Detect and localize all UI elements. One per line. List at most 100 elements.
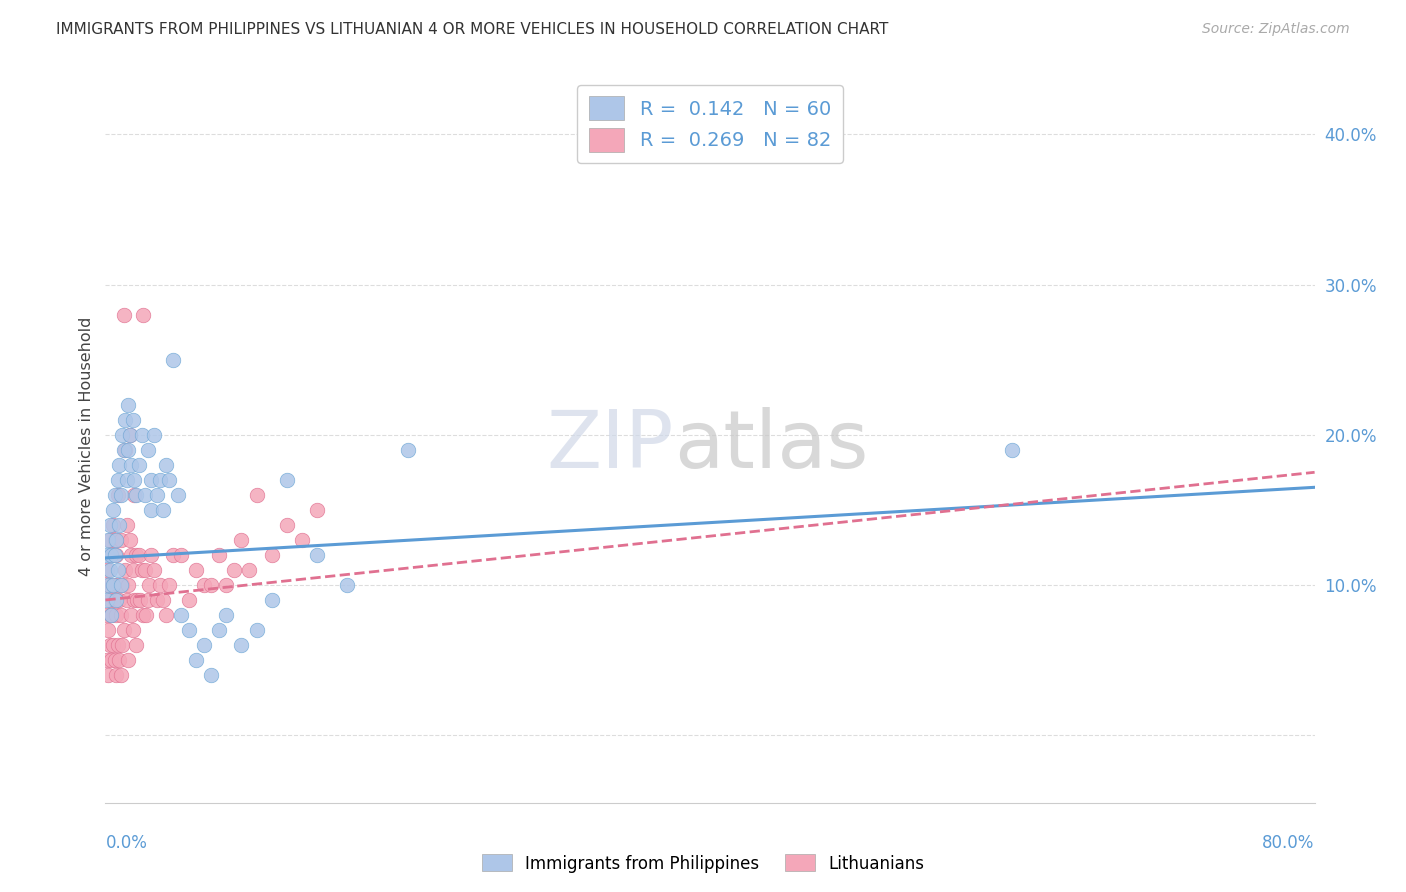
Point xyxy=(97,623,120,637)
Point xyxy=(128,458,150,472)
Point xyxy=(117,653,139,667)
Point xyxy=(100,607,122,622)
Point xyxy=(121,623,143,637)
Text: atlas: atlas xyxy=(673,407,868,485)
Point xyxy=(97,578,120,592)
Point xyxy=(215,578,238,592)
Point xyxy=(162,352,184,367)
Point xyxy=(142,563,165,577)
Text: IMMIGRANTS FROM PHILIPPINES VS LITHUANIAN 4 OR MORE VEHICLES IN HOUSEHOLD CORREL: IMMIGRANTS FROM PHILIPPINES VS LITHUANIA… xyxy=(56,22,889,37)
Point xyxy=(118,533,141,547)
Point xyxy=(114,442,136,457)
Point xyxy=(121,563,143,577)
Point xyxy=(186,563,208,577)
Point xyxy=(112,442,135,457)
Point xyxy=(208,548,231,562)
Point xyxy=(1001,442,1024,457)
Point xyxy=(146,488,169,502)
Point xyxy=(103,533,125,547)
Point xyxy=(110,668,132,682)
Point xyxy=(260,593,283,607)
Point xyxy=(107,638,129,652)
Point xyxy=(260,548,283,562)
Point xyxy=(200,578,222,592)
Point xyxy=(246,623,269,637)
Point xyxy=(291,533,314,547)
Legend: R =  0.142   N = 60, R =  0.269   N = 82: R = 0.142 N = 60, R = 0.269 N = 82 xyxy=(578,85,842,163)
Point xyxy=(112,623,135,637)
Point xyxy=(134,563,156,577)
Point xyxy=(101,578,124,592)
Point xyxy=(120,548,142,562)
Point xyxy=(115,593,138,607)
Text: ZIP: ZIP xyxy=(547,407,673,485)
Point xyxy=(101,578,124,592)
Point xyxy=(114,563,136,577)
Point xyxy=(100,653,122,667)
Point xyxy=(100,607,122,622)
Point xyxy=(124,548,148,562)
Point xyxy=(193,578,215,592)
Point xyxy=(114,413,136,427)
Point xyxy=(307,548,329,562)
Point xyxy=(101,503,124,517)
Point xyxy=(96,563,118,577)
Point xyxy=(170,607,193,622)
Point xyxy=(136,442,159,457)
Point xyxy=(111,578,134,592)
Point xyxy=(215,607,238,622)
Point xyxy=(122,473,145,487)
Point xyxy=(222,563,245,577)
Point xyxy=(105,607,128,622)
Point xyxy=(117,398,139,412)
Point xyxy=(101,517,124,532)
Point xyxy=(96,607,118,622)
Point xyxy=(118,427,141,442)
Point xyxy=(231,638,253,652)
Point xyxy=(122,488,145,502)
Point xyxy=(108,458,131,472)
Point xyxy=(307,503,329,517)
Point xyxy=(107,488,129,502)
Point xyxy=(132,308,155,322)
Point xyxy=(138,578,160,592)
Point xyxy=(112,308,135,322)
Point xyxy=(167,488,190,502)
Point xyxy=(98,517,121,532)
Point xyxy=(170,548,193,562)
Point xyxy=(128,548,150,562)
Point xyxy=(96,593,118,607)
Point xyxy=(107,473,129,487)
Point xyxy=(246,488,269,502)
Point xyxy=(208,623,231,637)
Point xyxy=(155,607,177,622)
Point xyxy=(100,548,122,562)
Legend: Immigrants from Philippines, Lithuanians: Immigrants from Philippines, Lithuanians xyxy=(475,847,931,880)
Point xyxy=(108,593,131,607)
Point xyxy=(134,488,156,502)
Point xyxy=(105,533,128,547)
Point xyxy=(115,517,138,532)
Point xyxy=(100,548,122,562)
Text: Source: ZipAtlas.com: Source: ZipAtlas.com xyxy=(1202,22,1350,37)
Point xyxy=(231,533,253,547)
Point xyxy=(108,653,131,667)
Point xyxy=(139,473,162,487)
Point xyxy=(97,578,120,592)
Point xyxy=(117,578,139,592)
Point xyxy=(139,548,162,562)
Point xyxy=(110,607,132,622)
Point xyxy=(124,638,148,652)
Point xyxy=(200,668,222,682)
Point xyxy=(162,548,184,562)
Point xyxy=(276,473,298,487)
Point xyxy=(146,593,169,607)
Point xyxy=(103,593,125,607)
Point xyxy=(149,578,172,592)
Point xyxy=(110,533,132,547)
Point xyxy=(152,503,174,517)
Point xyxy=(336,578,359,592)
Point xyxy=(105,593,128,607)
Point xyxy=(157,473,180,487)
Point xyxy=(177,623,200,637)
